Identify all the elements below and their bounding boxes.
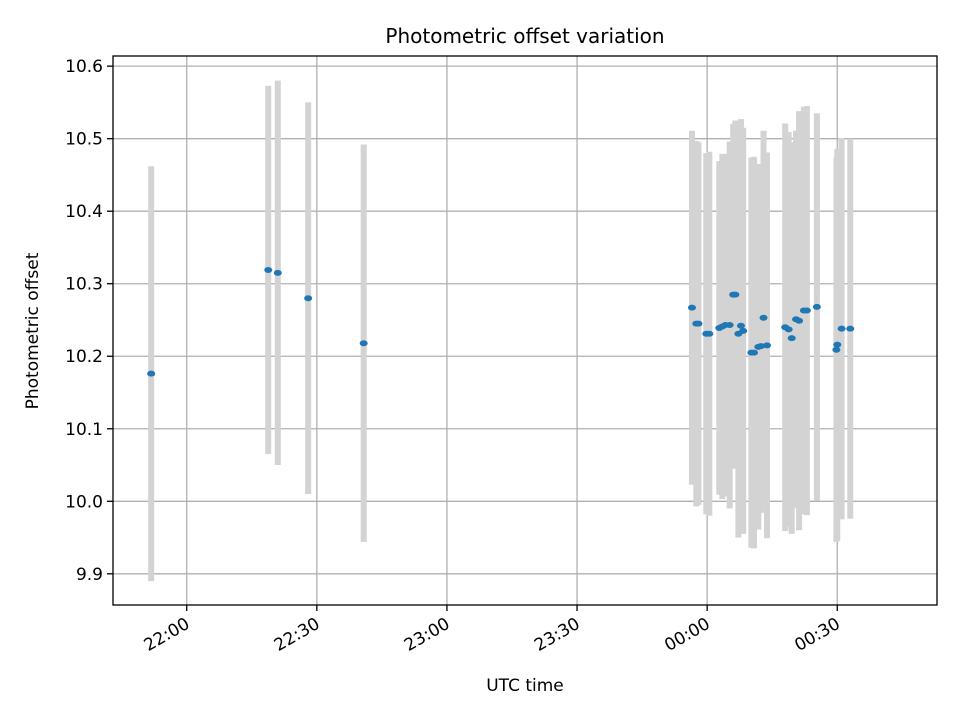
data-point <box>837 325 846 332</box>
y-tick-label: 10.6 <box>65 57 103 77</box>
y-tick-label: 10.1 <box>65 420 103 440</box>
data-point <box>725 322 734 329</box>
data-point <box>147 370 156 377</box>
x-axis-title: UTC time <box>486 676 564 696</box>
y-tick-label: 10.5 <box>65 130 103 150</box>
data-point <box>705 330 714 337</box>
data-point <box>784 326 793 333</box>
y-tick-label: 10.2 <box>65 347 103 367</box>
data-point <box>731 291 740 298</box>
y-axis-title: Photometric offset <box>23 252 43 409</box>
data-point <box>832 346 841 353</box>
y-tick-label: 10.3 <box>65 275 103 295</box>
data-point <box>833 341 842 348</box>
plot-frame <box>112 55 938 606</box>
y-tick-label: 10.0 <box>65 492 103 512</box>
y-axis: 9.9 10.0 10.1 10.2 10.3 10.4 10.5 10.6 <box>65 57 113 585</box>
chart-title: Photometric offset variation <box>385 24 664 48</box>
y-tick-label: 9.9 <box>76 565 103 585</box>
data-point <box>846 325 855 332</box>
data-point <box>749 349 758 356</box>
y-tick-label: 10.4 <box>65 202 103 222</box>
data-points <box>147 266 855 377</box>
data-point <box>694 320 703 327</box>
data-point <box>264 266 273 273</box>
data-point <box>802 307 811 314</box>
data-point <box>687 304 696 311</box>
data-point <box>273 269 282 276</box>
data-point <box>304 295 313 302</box>
data-point <box>759 314 768 321</box>
data-point <box>756 343 765 350</box>
data-point <box>359 340 368 347</box>
data-point <box>739 327 748 334</box>
data-point <box>787 335 796 342</box>
data-point <box>812 303 821 310</box>
data-point <box>795 317 804 324</box>
grid <box>113 56 937 605</box>
data-point <box>736 322 745 329</box>
data-point <box>762 342 771 349</box>
